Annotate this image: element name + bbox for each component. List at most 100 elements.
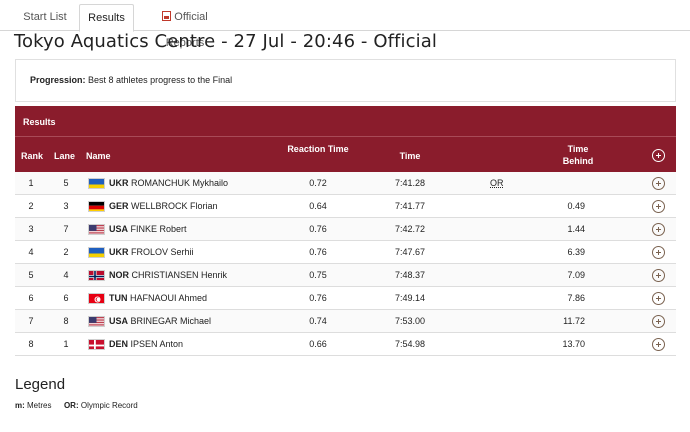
country-flag-icon xyxy=(88,339,105,350)
time-cell: 7:49.14 xyxy=(394,293,426,303)
time-behind-cell: 1.44 xyxy=(567,224,585,234)
country-flag-icon xyxy=(88,316,105,327)
reaction-time-cell: 0.76 xyxy=(309,247,327,257)
athlete-noc: GER xyxy=(109,201,129,211)
pdf-icon xyxy=(162,11,172,21)
time-behind-cell: 7.09 xyxy=(567,270,585,280)
row-expand-icon[interactable] xyxy=(652,269,665,282)
athlete-name: FINKE Robert xyxy=(130,224,187,234)
time-cell: 7:41.28 xyxy=(394,178,426,188)
row-expand-icon[interactable] xyxy=(652,177,665,190)
lane-cell: 2 xyxy=(63,247,69,257)
tab-bar: Start List Results Official Reports xyxy=(0,0,690,49)
athlete-cell[interactable]: GER WELLBROCK Florian xyxy=(109,195,218,217)
legend-key-metres: m: xyxy=(15,401,25,410)
country-flag-icon xyxy=(88,247,105,258)
tab-results[interactable]: Results xyxy=(79,4,134,32)
lane-cell: 8 xyxy=(63,316,69,326)
reaction-time-cell: 0.72 xyxy=(309,178,327,188)
country-flag-icon xyxy=(88,178,105,189)
country-flag-icon xyxy=(88,224,105,235)
rank-cell: 5 xyxy=(28,270,34,280)
table-row[interactable]: 8 1 DEN IPSEN Anton 0.66 7:54.98 13.70 xyxy=(15,333,676,356)
athlete-cell[interactable]: UKR FROLOV Serhii xyxy=(109,241,194,263)
results-table: Results Rank Lane Name Reaction Time Tim… xyxy=(15,106,676,356)
time-cell: 7:47.67 xyxy=(394,247,426,257)
col-header-lane: Lane xyxy=(54,151,76,161)
rank-cell: 8 xyxy=(28,339,34,349)
country-flag-icon xyxy=(88,293,105,304)
reaction-time-cell: 0.76 xyxy=(309,293,327,303)
reaction-time-cell: 0.76 xyxy=(309,224,327,234)
table-row[interactable]: 3 7 USA FINKE Robert 0.76 7:42.72 1.44 xyxy=(15,218,676,241)
athlete-name: BRINEGAR Michael xyxy=(130,316,212,326)
lane-cell: 3 xyxy=(63,201,69,211)
athlete-name: IPSEN Anton xyxy=(130,339,184,349)
results-section-label: Results xyxy=(23,117,56,127)
results-rows: 1 5 UKR ROMANCHUK Mykhailo 0.72 7:41.28 … xyxy=(15,172,676,356)
athlete-noc: UKR xyxy=(109,178,129,188)
progression-box: Progression: Best 8 athletes progress to… xyxy=(15,59,676,102)
table-row[interactable]: 7 8 USA BRINEGAR Michael 0.74 7:53.00 11… xyxy=(15,310,676,333)
athlete-noc: USA xyxy=(109,224,129,234)
rank-cell: 1 xyxy=(28,178,34,188)
legend-value-olympic-record: Olympic Record xyxy=(80,401,138,410)
progression-text: Best 8 athletes progress to the Final xyxy=(88,75,233,85)
col-header-name: Name xyxy=(86,151,111,161)
tab-start-list[interactable]: Start List xyxy=(23,11,67,23)
reaction-time-cell: 0.75 xyxy=(309,270,327,280)
athlete-cell[interactable]: USA FINKE Robert xyxy=(109,218,187,240)
table-row[interactable]: 2 3 GER WELLBROCK Florian 0.64 7:41.77 0… xyxy=(15,195,676,218)
row-expand-icon[interactable] xyxy=(652,200,665,213)
legend-key-olympic-record: OR: xyxy=(63,401,79,410)
athlete-name: FROLOV Serhii xyxy=(131,247,194,257)
time-behind-cell: 11.72 xyxy=(563,316,585,326)
rank-cell: 3 xyxy=(28,224,34,234)
legend-title: Legend xyxy=(15,376,66,393)
time-behind-cell: 13.70 xyxy=(562,339,585,349)
table-row[interactable]: 6 6 TUN HAFNAOUI Ahmed 0.76 7:49.14 7.86 xyxy=(15,287,676,310)
row-expand-icon[interactable] xyxy=(652,223,665,236)
athlete-cell[interactable]: DEN IPSEN Anton xyxy=(109,333,183,355)
row-expand-icon[interactable] xyxy=(652,292,665,305)
time-cell: 7:53.00 xyxy=(394,316,426,326)
reaction-time-cell: 0.66 xyxy=(309,339,327,349)
row-expand-icon[interactable] xyxy=(652,338,665,351)
reaction-time-cell: 0.64 xyxy=(309,201,327,211)
col-header-reaction-time: Reaction Time xyxy=(287,144,349,154)
table-row[interactable]: 4 2 UKR FROLOV Serhii 0.76 7:47.67 6.39 xyxy=(15,241,676,264)
header-divider xyxy=(15,136,676,137)
athlete-noc: NOR xyxy=(109,270,129,280)
athlete-cell[interactable]: USA BRINEGAR Michael xyxy=(109,310,211,332)
rank-cell: 2 xyxy=(28,201,34,211)
rank-cell: 7 xyxy=(28,316,34,326)
athlete-name: WELLBROCK Florian xyxy=(131,201,218,211)
table-row[interactable]: 1 5 UKR ROMANCHUK Mykhailo 0.72 7:41.28 … xyxy=(15,172,676,195)
athlete-name: CHRISTIANSEN Henrik xyxy=(131,270,228,280)
athlete-noc: TUN xyxy=(109,293,128,303)
expand-all-icon[interactable] xyxy=(652,149,665,162)
table-row[interactable]: 5 4 NOR CHRISTIANSEN Henrik 0.75 7:48.37… xyxy=(15,264,676,287)
rank-cell: 6 xyxy=(28,293,34,303)
results-header: Results Rank Lane Name Reaction Time Tim… xyxy=(15,106,676,172)
athlete-cell[interactable]: NOR CHRISTIANSEN Henrik xyxy=(109,264,227,286)
athlete-noc: DEN xyxy=(109,339,129,349)
athlete-noc: USA xyxy=(109,316,129,326)
record-cell: OR xyxy=(490,178,504,188)
col-header-time-behind: Time Behind xyxy=(562,144,594,166)
athlete-cell[interactable]: TUN HAFNAOUI Ahmed xyxy=(109,287,207,309)
lane-cell: 5 xyxy=(63,178,69,188)
athlete-cell[interactable]: UKR ROMANCHUK Mykhailo xyxy=(109,172,228,194)
time-behind-cell: 0.49 xyxy=(567,201,585,211)
lane-cell: 4 xyxy=(63,270,69,280)
row-expand-icon[interactable] xyxy=(652,246,665,259)
time-cell: 7:41.77 xyxy=(394,201,426,211)
time-behind-cell: 6.39 xyxy=(567,247,585,257)
legend-value-metres: Metres xyxy=(27,401,52,410)
page-title: Tokyo Aquatics Centre - 27 Jul - 20:46 -… xyxy=(14,31,437,52)
country-flag-icon xyxy=(88,270,105,281)
athlete-noc: UKR xyxy=(109,247,129,257)
row-expand-icon[interactable] xyxy=(652,315,665,328)
tab-official-reports[interactable]: Official Reports xyxy=(143,4,227,49)
time-behind-cell: 7.86 xyxy=(567,293,585,303)
